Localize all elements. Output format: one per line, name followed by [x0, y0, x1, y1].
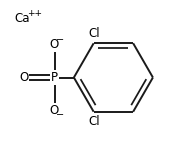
Text: O: O — [49, 38, 58, 51]
Text: Cl: Cl — [89, 27, 100, 40]
Text: ++: ++ — [27, 9, 42, 18]
Text: Cl: Cl — [89, 115, 100, 128]
Text: −: − — [56, 35, 64, 45]
Text: −: − — [56, 110, 64, 120]
Text: Ca: Ca — [14, 12, 30, 25]
Text: O: O — [19, 71, 28, 84]
Text: P: P — [51, 71, 58, 84]
Text: O: O — [49, 104, 58, 117]
